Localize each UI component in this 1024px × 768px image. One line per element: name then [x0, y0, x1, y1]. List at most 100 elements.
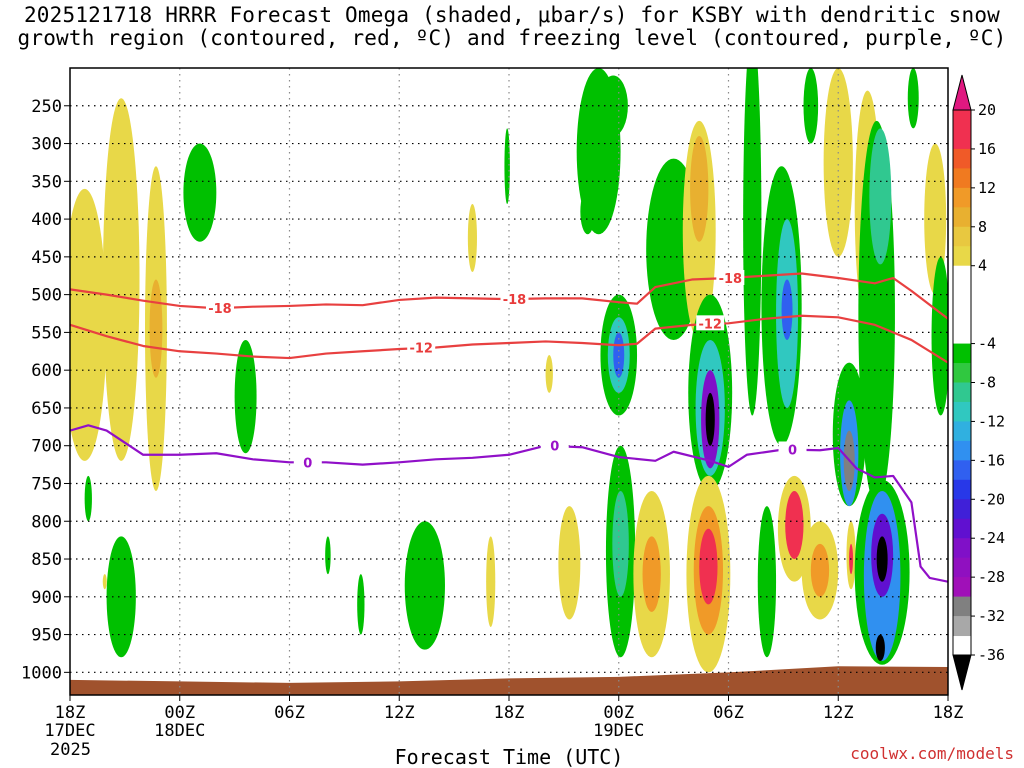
omega-feature-9	[325, 536, 331, 575]
colorbar-label-12: -32	[978, 607, 1005, 625]
omega-feature-13	[486, 536, 496, 628]
x-tick-label-5: 00Z	[603, 703, 634, 723]
contour-label-bg-dgz-minus18-2	[716, 270, 745, 286]
colorbar-bin-7	[953, 265, 971, 345]
colorbar-top-arrow	[952, 74, 972, 111]
colorbar-bin-2	[953, 168, 971, 189]
omega-feature-45	[810, 543, 830, 597]
colorbar: 20 16 12 8 4 -4 -8 -12 -16 -20 -24 -28 -32 -36	[952, 74, 1005, 691]
omega-feature-61	[907, 68, 919, 129]
contour-label-dgz-minus12-0: -12	[409, 342, 433, 357]
colorbar-bin-11	[953, 401, 971, 422]
omega-feature-59	[876, 536, 888, 582]
contour-label-bg-freezing-level-2	[778, 441, 807, 457]
x-tick-date-1: 18DEC	[154, 721, 205, 741]
contour-label-bg-freezing-level-0	[293, 454, 322, 470]
x-tick-year-0: 2025	[50, 740, 91, 760]
contour-label-bg-dgz-minus18-1	[500, 291, 529, 307]
x-tick-date-0: 17DEC	[44, 721, 95, 741]
omega-feature-24	[612, 491, 629, 597]
colorbar-bin-6	[953, 246, 971, 267]
colorbar-bin-17	[953, 518, 971, 539]
colorbar-bin-21	[953, 596, 971, 617]
colorbar-label-7: -12	[978, 412, 1005, 430]
x-tick-label-3: 12Z	[384, 703, 415, 723]
colorbar-bin-20	[953, 577, 971, 598]
contour-label-bg-dgz-minus12-1	[696, 315, 725, 331]
chart-title-line-1: 2025121718 HRRR Forecast Omega (shaded, …	[23, 3, 1001, 27]
y-tick-label-450: 450	[31, 248, 62, 268]
y-tick-label-550: 550	[31, 323, 62, 343]
colorbar-bin-5	[953, 226, 971, 247]
colorbar-bin-22	[953, 616, 971, 637]
colorbar-bottom-arrow	[952, 654, 972, 691]
contour-label-freezing-level-1: 0	[550, 440, 559, 455]
colorbar-label-9: -20	[978, 490, 1005, 508]
colorbar-label-5: -4	[978, 335, 996, 353]
colorbar-label-2: 12	[978, 179, 996, 197]
y-tick-label-1000: 1000	[21, 663, 62, 683]
colorbar-bin-3	[953, 187, 971, 208]
y-tick-label-300: 300	[31, 135, 62, 155]
contour-label-freezing-level-0: 0	[303, 456, 312, 471]
colorbar-bin-8	[953, 343, 971, 364]
omega-feature-43	[785, 491, 804, 560]
omega-feature-41	[781, 279, 793, 340]
y-tick-label-950: 950	[31, 626, 62, 646]
omega-feature-12	[467, 203, 477, 272]
contour-label-bg-dgz-minus12-0	[407, 339, 436, 355]
colorbar-bin-9	[953, 363, 971, 383]
contour-label-dgz-minus18-0: -18	[208, 302, 232, 317]
omega-feature-38	[757, 506, 777, 658]
y-tick-label-600: 600	[31, 361, 62, 381]
colorbar-label-6: -8	[978, 374, 996, 392]
colorbar-label-8: -16	[978, 451, 1005, 469]
x-tick-label-2: 06Z	[274, 703, 305, 723]
colorbar-bin-18	[953, 538, 971, 559]
colorbar-bin-10	[953, 382, 971, 403]
omega-feature-1	[102, 98, 140, 461]
omega-feature-60	[875, 634, 885, 662]
x-tick-label-8: 18Z	[933, 703, 964, 723]
omega-shading-layer	[70, 68, 948, 673]
x-tick-label-0: 18Z	[55, 703, 86, 723]
x-axis-title: Forecast Time (UTC)	[395, 745, 624, 768]
omega-feature-7	[183, 143, 217, 242]
y-tick-label-350: 350	[31, 172, 62, 192]
colorbar-bin-4	[953, 207, 971, 228]
omega-feature-15	[545, 355, 553, 393]
omega-feature-10	[357, 574, 365, 635]
colorbar-label-10: -24	[978, 529, 1005, 547]
omega-feature-14	[504, 128, 510, 204]
y-axis: 250 300 350 400 450 500 550 600 650 700 750 800 850 9…	[21, 97, 70, 683]
y-tick-label-900: 900	[31, 588, 62, 608]
omega-feature-19	[598, 75, 628, 136]
y-tick-label-700: 700	[31, 437, 62, 457]
omega-feature-29	[690, 135, 709, 242]
contour-label-dgz-minus18-1: -18	[503, 293, 527, 308]
omega-feature-5	[102, 574, 107, 590]
y-tick-label-250: 250	[31, 97, 62, 117]
y-tick-label-800: 800	[31, 512, 62, 532]
omega-feature-26	[642, 536, 661, 612]
omega-feature-4	[84, 475, 92, 522]
omega-feature-11	[404, 521, 445, 650]
colorbar-bin-15	[953, 479, 971, 500]
omega-feature-47	[823, 68, 853, 257]
y-tick-label-500: 500	[31, 286, 62, 306]
omega-feature-37	[743, 68, 762, 416]
x-tick-label-1: 00Z	[164, 703, 195, 723]
colorbar-bin-12	[953, 421, 971, 442]
y-tick-label-850: 850	[31, 550, 62, 570]
omega-feature-22	[613, 332, 625, 378]
colorbar-label-1: 16	[978, 140, 996, 158]
omega-feature-36	[699, 528, 718, 605]
omega-feature-0	[70, 188, 107, 461]
contour-label-bg-dgz-minus18-0	[205, 300, 234, 316]
x-tick-label-4: 18Z	[494, 703, 525, 723]
contour-label-freezing-level-2: 0	[788, 443, 797, 458]
colorbar-bin-0	[953, 110, 971, 150]
y-tick-label-750: 750	[31, 474, 62, 494]
grid-layer	[70, 68, 948, 695]
